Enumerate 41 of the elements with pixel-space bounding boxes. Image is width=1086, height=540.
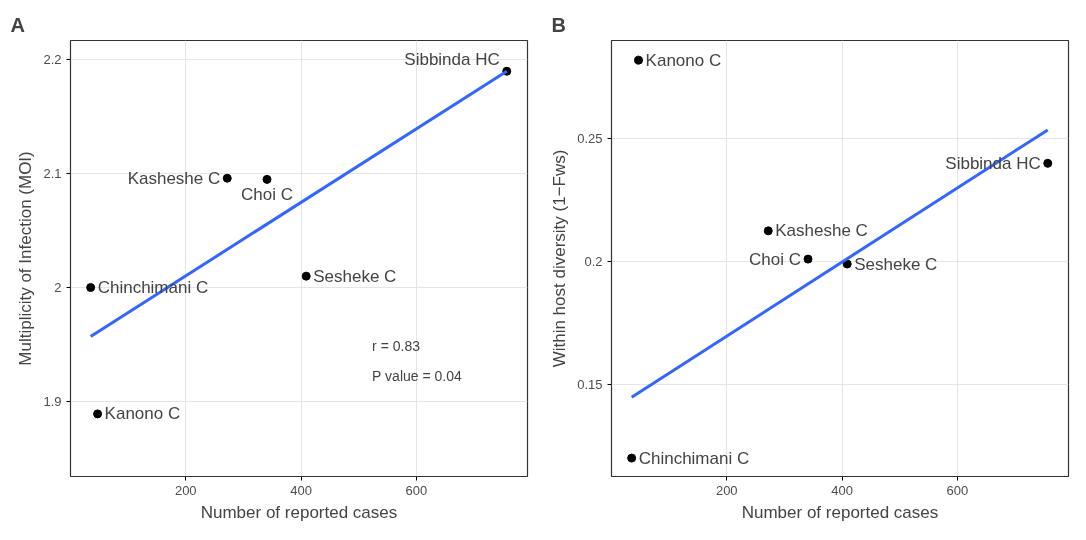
y-tick-label: 0.2: [584, 254, 603, 270]
y-tick-label: 2.1: [43, 166, 62, 182]
annotation: Sibbinda HC: [404, 49, 500, 69]
annotation: Kanono C: [104, 404, 181, 424]
point: [803, 254, 813, 264]
annotation: Choi C: [749, 249, 802, 269]
x-axis-title: Number of reported cases: [741, 502, 939, 522]
annotation: Kasheshe C: [775, 221, 868, 241]
x-tick-label: 400: [831, 482, 853, 498]
point: [86, 283, 96, 293]
point: [301, 271, 311, 281]
x-tick-label: 600: [405, 482, 428, 498]
annotation: Choi C: [241, 185, 293, 205]
x-axis-title: Number of reported cases: [200, 502, 398, 522]
chart-title: A: [10, 13, 25, 36]
point: [1043, 158, 1053, 168]
y-axis-title: Within host diversity (1−Fws): [550, 149, 570, 368]
annotation: Sesheke C: [854, 254, 938, 274]
x-tick-label: 600: [946, 482, 969, 498]
point: [262, 174, 272, 184]
x-tick-label: 400: [290, 482, 312, 498]
x-tick-label: 200: [174, 482, 197, 498]
y-tick-label: 0.25: [577, 131, 603, 147]
chart-title: B: [551, 13, 566, 36]
annotation: Kanono C: [645, 50, 722, 70]
annotation: Chinchimani C: [638, 448, 750, 468]
y-tick-label: 1.9: [43, 393, 62, 409]
annotation: P value = 0.04: [372, 368, 462, 385]
y-axis-title: Multiplicity of Infection (MOI): [16, 151, 36, 366]
point: [627, 453, 637, 463]
annotation: r = 0.83: [372, 337, 421, 354]
x-tick-label: 200: [715, 482, 738, 498]
annotation: Sesheke C: [313, 266, 397, 286]
y-tick-label: 0.15: [577, 376, 603, 392]
point: [222, 173, 232, 183]
y-tick-label: 2: [54, 280, 62, 296]
point: [93, 409, 103, 419]
point: [634, 55, 644, 65]
annotation: Kasheshe C: [127, 168, 221, 188]
point: [763, 226, 773, 236]
y-tick-label: 2.2: [43, 52, 62, 68]
